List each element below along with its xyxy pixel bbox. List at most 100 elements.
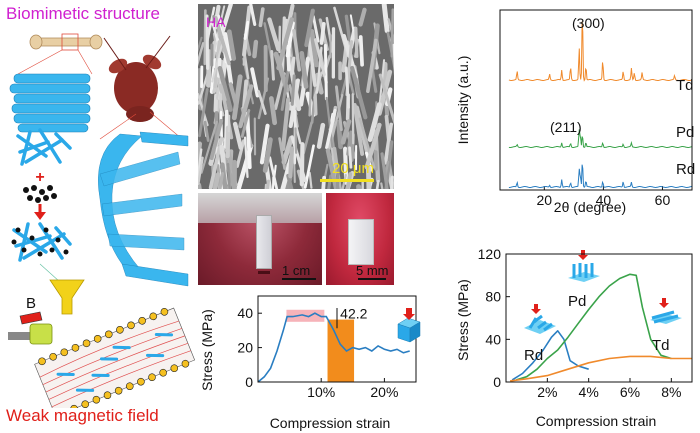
field-label: Weak magnetic field [6, 406, 159, 425]
sem-rod [218, 171, 225, 189]
sem-rod [262, 137, 273, 173]
xrd-chart: Intensity (a.u.) 2θ (degree) 20 40 60 (300… [455, 9, 695, 215]
strength-bar [327, 319, 355, 382]
stress1-ytick-label: 0 [245, 374, 253, 390]
sem-rod [367, 102, 382, 142]
sem-rod [292, 29, 302, 72]
sem-rod [285, 21, 295, 58]
sem-rod [280, 97, 291, 152]
stress1-xlabel: Compression strain [270, 415, 391, 431]
b-field-arrow-icon [19, 311, 43, 325]
sem-rod [335, 164, 340, 189]
pd-orientation-icon [568, 250, 600, 282]
stress2-label-pd: Pd [568, 293, 586, 310]
sem-rod [375, 179, 380, 189]
sem-rod [203, 120, 210, 142]
sem-rod [217, 65, 233, 112]
sample-cube [348, 219, 374, 265]
sem-rod [325, 148, 339, 189]
sem-rod [344, 14, 352, 48]
stress1-xtick-label: 10% [307, 384, 335, 400]
sem-rod [299, 142, 305, 187]
sem-rod [311, 15, 320, 43]
sem-rod [358, 35, 364, 67]
stress2-label-rd: Rd [524, 347, 543, 364]
xrd-xtick-label: 20 [537, 192, 553, 208]
sem-rod [351, 93, 355, 145]
sem-rod [348, 146, 353, 169]
sem-rod [308, 171, 313, 189]
stress2-xlabel: Compression strain [536, 413, 657, 429]
sem-rod [212, 172, 221, 189]
sem-rod [232, 121, 244, 150]
sem-rod [329, 93, 344, 147]
sem-rod [268, 96, 278, 126]
stress2-series-td [509, 355, 692, 382]
bouligand-structure [98, 131, 189, 287]
stress1-ylabel: Stress (MPa) [199, 309, 215, 391]
stress2-ytick-label: 0 [493, 374, 501, 390]
sem-rod [267, 17, 281, 52]
sem-rod [205, 14, 210, 70]
sem-rod [294, 127, 298, 154]
sem-rod [242, 79, 249, 110]
xrd-series-td [508, 21, 693, 82]
sem-rod [364, 122, 382, 170]
sem-rod [325, 108, 337, 150]
magnetic-coil [8, 307, 196, 408]
lobster-illustration [103, 35, 171, 122]
biomimetic-schematic: + B [8, 33, 196, 408]
sem-rod [340, 119, 352, 145]
strength-bar-label: 42.2 [340, 306, 367, 322]
schematic-title: Biomimetic structure [6, 4, 160, 23]
sem-scalebar [320, 179, 374, 182]
sem-rod [209, 118, 224, 160]
sem-rod [349, 14, 355, 32]
sem-rod [323, 43, 328, 101]
xrd-peak-300-label: (300) [572, 15, 605, 31]
sem-rod [270, 49, 275, 81]
sem-rod [354, 26, 359, 58]
sem-scalebar-label: 20 μm [332, 160, 374, 177]
sem-rod [286, 173, 294, 189]
sem-rod [319, 21, 326, 45]
sem-image: HA 20 μm [198, 4, 394, 189]
sem-rod [358, 7, 367, 27]
xrd-series-rd [508, 164, 692, 189]
sem-rod [344, 66, 350, 109]
stress1-ytick-label: 20 [237, 340, 253, 356]
sem-rod [218, 83, 227, 102]
magnetic-particles [23, 185, 57, 203]
sem-rod [304, 8, 315, 48]
sem-rod [240, 108, 251, 138]
sem-rod [325, 96, 334, 148]
sample-photo-right: 5 mm [326, 193, 394, 285]
sem-label: HA [206, 14, 226, 30]
photo-right-scalebar [358, 278, 386, 280]
sem-rod [265, 179, 270, 189]
sem-rod [249, 4, 257, 26]
sem-rod [345, 172, 353, 189]
sem-rod [299, 50, 309, 89]
stress2-xtick-label: 2% [537, 384, 557, 400]
sem-rod [259, 123, 270, 165]
xrd-xtick-label: 60 [655, 192, 671, 208]
sem-rod [198, 36, 203, 53]
xrd-xtick-label: 40 [596, 192, 612, 208]
xrd-xlabel: 2θ (degree) [554, 199, 626, 215]
sem-rod [198, 141, 203, 173]
td-orientation-icon [650, 298, 682, 324]
composite-network [11, 222, 72, 262]
sem-rod [278, 137, 286, 170]
sem-rod [258, 7, 265, 28]
sem-rod [316, 122, 326, 149]
sem-rod [378, 73, 394, 125]
sem-rod [365, 165, 372, 189]
sem-rod [336, 119, 343, 150]
sample-photo-left: 1 cm [198, 193, 322, 285]
sem-rod [352, 103, 365, 156]
sem-rod [281, 135, 294, 165]
xrd-legend-rd: Rd [676, 161, 695, 178]
sem-rod [358, 117, 376, 169]
sem-rod [211, 23, 220, 47]
